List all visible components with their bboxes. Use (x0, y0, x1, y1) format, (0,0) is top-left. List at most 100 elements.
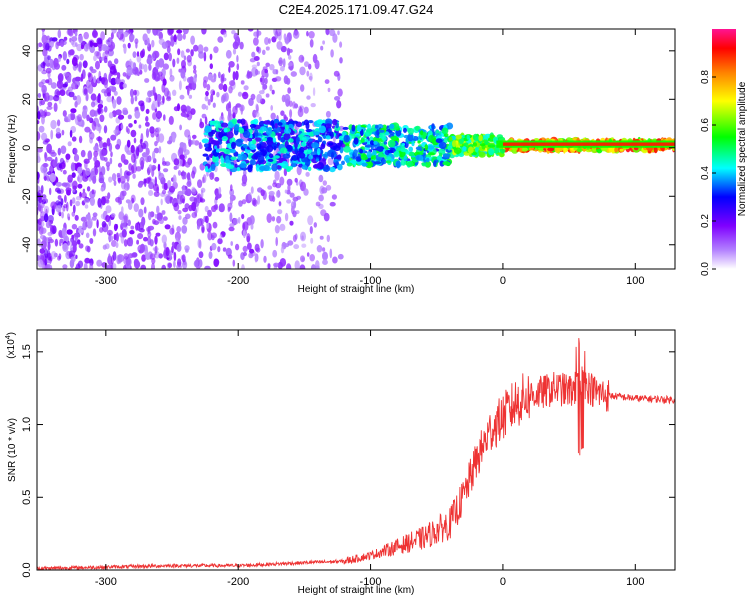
spectrogram-cell (182, 216, 188, 225)
spectrogram-cell (263, 255, 267, 263)
spectrogram-cell (183, 149, 190, 156)
spectrogram-cell (185, 188, 192, 197)
spectrogram-cell (234, 70, 239, 81)
spectrogram-cell (208, 251, 213, 259)
snr-frame (36, 329, 676, 571)
spectrogram-cell (191, 186, 196, 193)
spectrogram-cell (275, 69, 279, 75)
spectrogram-cell (185, 48, 190, 53)
spectrogram-cell (201, 29, 206, 35)
spectrogram-cell (292, 196, 299, 202)
spectrogram-cell (53, 102, 58, 113)
spectrogram-cell (223, 32, 228, 38)
spectrogram-cell (336, 100, 342, 109)
spectrogram-cell (148, 211, 152, 221)
spectrogram-cell (113, 180, 117, 187)
spectrogram-cell (267, 185, 273, 190)
spectrogram-cell (70, 108, 77, 114)
spectrogram-cell (186, 181, 192, 187)
spectrogram-cell (78, 243, 84, 249)
spectrogram-cell (62, 169, 67, 175)
spectrogram-cell (77, 260, 84, 269)
spectrogram-cell (230, 241, 233, 246)
spectrogram-cell (466, 134, 470, 140)
spectrogram-cell (132, 173, 136, 179)
y-tick-label: -20 (21, 188, 33, 204)
spectrogram-cell (286, 189, 291, 195)
spectrogram-cell (132, 51, 137, 58)
spectrogram-cell (93, 156, 98, 163)
spectrogram-cell (148, 181, 155, 190)
spectrogram-cell (144, 39, 148, 46)
spectrogram-cell (167, 262, 173, 269)
spectrogram-cell (131, 153, 136, 164)
spectrogram-cell (179, 154, 185, 160)
spectrogram-cell (104, 80, 108, 89)
spectrogram-cell (185, 213, 191, 220)
spectrogram-cell (72, 204, 76, 214)
spectrogram-cell (376, 129, 380, 136)
spectrogram-cell (182, 29, 189, 35)
spectrogram-cell (68, 49, 75, 56)
spectrogram-cell (257, 195, 261, 205)
spectrogram-cell (46, 175, 50, 182)
spectrogram-cell (59, 89, 66, 96)
spectrogram-cell (117, 114, 125, 120)
snr-y-axis-label: SNR (10 * v/v) (7, 418, 18, 482)
spectrogram-cell (201, 138, 210, 144)
spectrogram-cell (85, 43, 89, 50)
spectrogram-cell (106, 137, 111, 147)
spectrogram-cell (321, 187, 328, 194)
spectrogram-cell (286, 199, 292, 204)
spectrogram-cell (75, 95, 82, 105)
spectrogram-cell (420, 130, 424, 136)
spectrogram-cell (315, 201, 321, 207)
spectrogram-cell (76, 43, 83, 52)
spectrogram-cell (106, 41, 112, 46)
spectrogram-cell (327, 142, 334, 146)
spectrogram-cell (332, 118, 338, 126)
spectrogram-cell (152, 50, 159, 59)
spectrogram-cell (156, 59, 160, 68)
spectrogram-cell (37, 131, 41, 141)
spectrogram-cell (661, 147, 665, 152)
spectrogram-cell (247, 29, 254, 32)
spectrogram-cell (223, 149, 232, 155)
spectrogram-cell (322, 259, 328, 266)
spectrogram-cell (254, 137, 262, 142)
spectrogram-cell (288, 54, 292, 60)
spectrogram-cell (50, 251, 57, 260)
spectrogram-cell (308, 138, 313, 142)
spectrogram-cell (257, 155, 265, 163)
spectrogram-cell (71, 56, 78, 67)
spectrogram-cell (220, 157, 225, 164)
spectrogram-cell (325, 184, 332, 191)
spectrogram-cell (152, 150, 156, 161)
spectrogram-cell (614, 147, 618, 153)
spectrogram-cell (46, 35, 50, 41)
spectrogram-cell (215, 196, 219, 201)
spectrogram-cell (66, 58, 70, 65)
spectrogram-cell (66, 77, 72, 83)
snr-y-ticks: 0.0 0.5 1.0 1.5 (21, 344, 675, 578)
spectrogram-cell (194, 140, 200, 146)
spectrogram-cell (462, 146, 467, 152)
spectrogram-cell (353, 159, 357, 167)
spectrogram-cell (226, 143, 233, 149)
spectrogram-cell (73, 232, 80, 238)
spectrogram-cell (115, 242, 119, 248)
spectrogram-cell (204, 143, 209, 148)
spectrogram-cell (70, 256, 76, 263)
spectrogram-cell (47, 55, 51, 61)
spectrogram-cell (329, 201, 336, 207)
spectrogram-cell (88, 116, 93, 122)
spectrogram-cell (71, 41, 77, 48)
spectrogram-cell (193, 64, 197, 70)
spectrogram-cell (46, 156, 53, 162)
spectrogram-cell (89, 197, 95, 206)
spectrogram-cell (361, 162, 368, 167)
spectrogram-cell (44, 151, 47, 159)
spectrogram-cell (433, 160, 437, 167)
spectrogram-cell (53, 57, 59, 68)
spectrogram-cell (225, 247, 232, 257)
